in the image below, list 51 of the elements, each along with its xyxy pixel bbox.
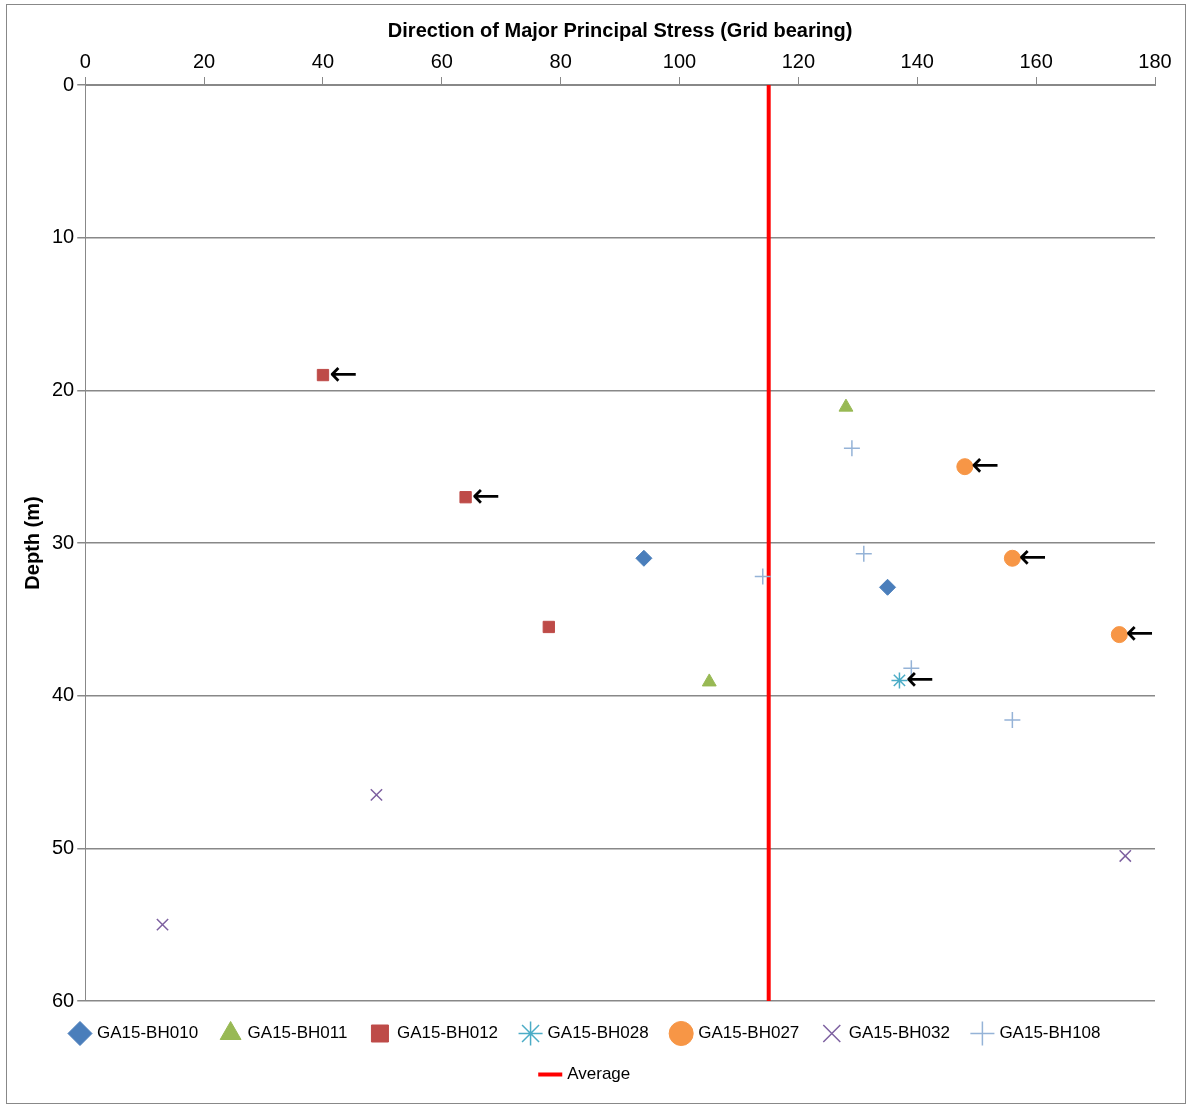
y-tick-label: 10 bbox=[52, 225, 75, 248]
x-tick-label: 20 bbox=[192, 49, 216, 72]
x-tick-label: 40 bbox=[311, 49, 335, 72]
legend-label: GA15-BH032 bbox=[848, 1023, 950, 1043]
x-tick-label: 120 bbox=[781, 49, 816, 72]
x-tick-label: 140 bbox=[900, 49, 934, 72]
x-tick-label: 60 bbox=[430, 49, 453, 72]
point bbox=[855, 544, 873, 563]
annotation: ← bbox=[471, 475, 501, 516]
point bbox=[316, 368, 330, 382]
point bbox=[1110, 626, 1128, 644]
point bbox=[635, 549, 653, 567]
annotation: ← bbox=[328, 352, 358, 393]
point bbox=[370, 788, 383, 802]
point bbox=[542, 620, 555, 634]
legend-label: GA15-BH028 bbox=[547, 1023, 649, 1043]
point bbox=[838, 398, 854, 412]
legend-label: GA15-BH011 bbox=[247, 1023, 348, 1043]
point bbox=[1003, 549, 1021, 567]
x-tick-label: 180 bbox=[1138, 49, 1172, 72]
annotation: ← bbox=[905, 658, 934, 699]
x-tick-label: 100 bbox=[662, 49, 697, 72]
y-tick-label: 60 bbox=[52, 988, 75, 1011]
annotation: ← bbox=[1125, 612, 1154, 653]
y-tick-label: 50 bbox=[52, 835, 75, 858]
point bbox=[956, 458, 974, 476]
y-axis-title: Depth (m) bbox=[20, 496, 43, 590]
y-tick-label: 20 bbox=[52, 377, 75, 400]
legend-label: GA15-BH012 bbox=[396, 1023, 499, 1043]
point bbox=[1003, 711, 1022, 729]
x-tick-label: 0 bbox=[79, 49, 91, 72]
x-axis-title: Direction of Major Principal Stress (Grid bearing) bbox=[387, 18, 853, 41]
legend-label: GA15-BH108 bbox=[999, 1023, 1101, 1043]
point bbox=[701, 673, 717, 687]
point bbox=[890, 671, 909, 690]
point bbox=[879, 578, 897, 596]
x-tick-label: 80 bbox=[549, 49, 572, 72]
point bbox=[156, 918, 169, 932]
annotation: ← bbox=[1018, 536, 1047, 577]
annotation: ← bbox=[970, 444, 1000, 485]
point bbox=[843, 439, 861, 458]
x-tick-label: 160 bbox=[1019, 49, 1053, 72]
legend-label: GA15-BH027 bbox=[698, 1023, 800, 1043]
legend-label: Average bbox=[567, 1064, 631, 1084]
y-tick-label: 0 bbox=[63, 72, 75, 95]
point bbox=[459, 491, 472, 504]
y-tick-label: 40 bbox=[52, 683, 75, 706]
y-tick-label: 30 bbox=[52, 530, 75, 553]
legend-label: GA15-BH010 bbox=[96, 1023, 199, 1043]
point bbox=[1118, 849, 1132, 863]
point bbox=[754, 567, 772, 586]
